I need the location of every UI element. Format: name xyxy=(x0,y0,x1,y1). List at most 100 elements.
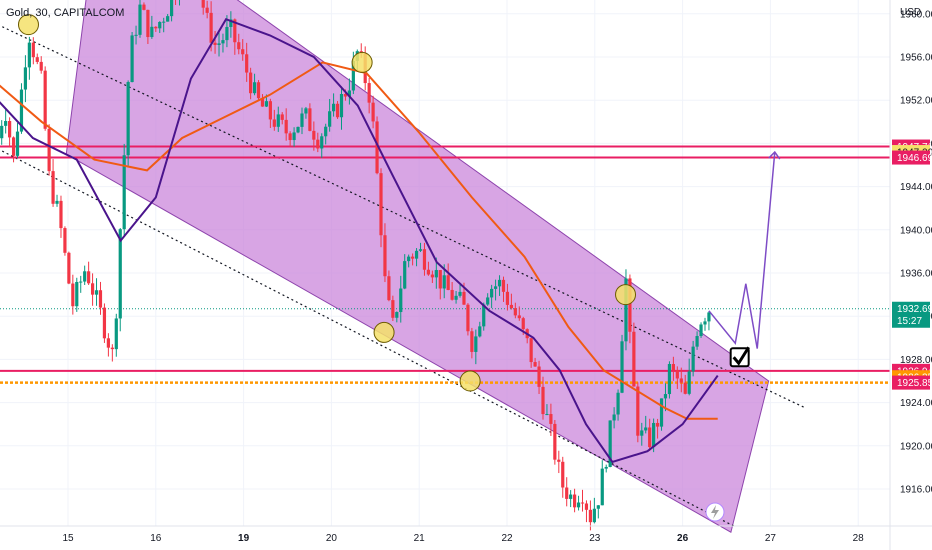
moving-averages xyxy=(0,17,719,464)
candle-body xyxy=(130,35,134,83)
x-tick-label: 22 xyxy=(501,533,513,544)
candle-body xyxy=(59,200,63,229)
candle-body xyxy=(640,430,644,436)
candle-body xyxy=(324,126,328,137)
candle-body xyxy=(450,289,454,300)
candle-body xyxy=(15,131,20,156)
candle-body xyxy=(616,392,620,415)
candle-body xyxy=(225,26,229,41)
candle-body xyxy=(624,278,628,342)
candle-body xyxy=(403,261,407,289)
checkmark-icon xyxy=(732,346,750,366)
candle-body xyxy=(375,121,379,174)
candle-body xyxy=(51,171,55,204)
candle-body xyxy=(87,271,91,284)
candle-body xyxy=(252,82,257,94)
y-tick-label: 1952.00 xyxy=(900,96,932,107)
candle-body xyxy=(94,290,99,295)
candle-body xyxy=(505,291,510,305)
projection[interactable] xyxy=(705,150,781,522)
candle-body xyxy=(205,7,209,13)
highlight-circle-marker xyxy=(615,284,637,306)
candle-body xyxy=(268,101,272,120)
candle-body xyxy=(533,362,537,367)
candle-body xyxy=(458,291,462,296)
x-tick-label: 16 xyxy=(150,533,162,544)
candle-body xyxy=(557,459,561,462)
candle-body xyxy=(442,275,446,289)
moving-average-line-1 xyxy=(0,17,719,464)
candle-body xyxy=(292,132,296,141)
candle-body xyxy=(126,82,130,156)
candle-body xyxy=(110,347,114,350)
channel-fill[interactable] xyxy=(65,0,770,533)
candle-body xyxy=(150,26,154,38)
candle-body xyxy=(284,119,288,134)
y-tick-label: 1936.00 xyxy=(900,269,932,280)
candle-body xyxy=(675,370,679,379)
candle-body xyxy=(320,136,324,149)
candle-body xyxy=(612,414,616,421)
highlight-circle-marker xyxy=(17,14,39,36)
candle-body xyxy=(699,324,703,337)
candle-body xyxy=(142,4,146,10)
candle-body xyxy=(414,250,419,259)
candle-body xyxy=(395,312,399,318)
candle-body xyxy=(695,336,699,347)
candle-body xyxy=(434,270,438,278)
candle-body xyxy=(367,83,371,103)
candle-body xyxy=(296,126,300,133)
candle-body xyxy=(576,502,581,508)
candle-body xyxy=(201,0,205,8)
candle-body xyxy=(114,318,118,350)
candle-body xyxy=(166,16,170,22)
candle-body xyxy=(454,295,458,300)
candle-body xyxy=(703,321,707,325)
candle-body xyxy=(632,331,636,387)
candle-body xyxy=(98,290,103,308)
candle-body xyxy=(90,283,95,295)
candle-body xyxy=(600,468,604,506)
channel-upper-line[interactable] xyxy=(0,24,806,409)
candle-body xyxy=(272,119,276,127)
candle-body xyxy=(0,125,4,139)
candle-body xyxy=(608,420,612,467)
candle-body xyxy=(8,121,12,138)
candle-body xyxy=(328,111,332,127)
projection-path[interactable] xyxy=(708,151,776,349)
channel[interactable] xyxy=(0,0,806,533)
candle-body xyxy=(541,386,545,415)
candle-body xyxy=(162,21,166,23)
candle-body xyxy=(35,57,39,62)
projection-arrowhead-icon xyxy=(768,150,781,160)
x-tick-label: 20 xyxy=(326,533,338,544)
y-tick-label: 1956.00 xyxy=(900,53,932,64)
x-tick-label: 21 xyxy=(414,533,426,544)
candle-body xyxy=(276,114,280,127)
bar-countdown-label: 15:27 xyxy=(897,316,922,327)
candle-body xyxy=(497,279,502,287)
x-tick-label: 19 xyxy=(238,533,250,544)
candle-body xyxy=(478,326,482,337)
moving-average-line-0 xyxy=(0,61,718,420)
candle-body xyxy=(387,276,391,301)
highlight-circle-marker xyxy=(373,321,395,343)
y-tick-label: 1944.00 xyxy=(900,182,932,193)
candle-body xyxy=(23,67,28,90)
candle-body xyxy=(308,108,312,131)
x-tick-label: 15 xyxy=(62,533,74,544)
candle-body xyxy=(170,0,174,17)
candle-body xyxy=(430,274,434,278)
candle-body xyxy=(300,113,304,127)
candle-body xyxy=(399,288,403,313)
candle-body xyxy=(351,60,355,91)
candle-body xyxy=(553,423,557,460)
candle-body xyxy=(569,494,573,499)
candle-body xyxy=(671,364,675,371)
y-tick-label: 1960.00 xyxy=(900,9,932,20)
candle-body xyxy=(490,288,494,298)
channel-lower-line[interactable] xyxy=(0,149,736,528)
candle-body xyxy=(31,42,35,58)
